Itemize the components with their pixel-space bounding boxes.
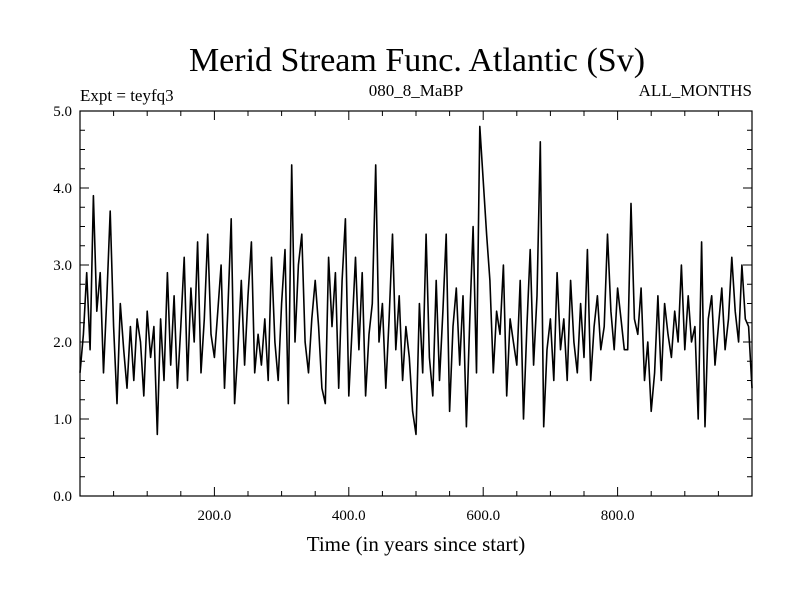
y-tick-label: 0.0: [53, 489, 72, 505]
y-tick-label: 5.0: [53, 104, 72, 120]
x-axis: 200.0 400.0 600.0 800.0: [113, 111, 719, 524]
series-line: [79, 125, 753, 436]
x-tick-label: 600.0: [466, 508, 500, 524]
period-label: 080_8_MaBP: [369, 81, 463, 100]
months-label: ALL_MONTHS: [639, 81, 752, 100]
x-tick-label: 800.0: [601, 508, 635, 524]
y-tick-label: 4.0: [53, 181, 72, 197]
plot-frame: [79, 110, 753, 497]
x-axis-label: Time (in years since start): [307, 532, 526, 556]
x-tick-label: 400.0: [332, 508, 366, 524]
y-tick-label: 3.0: [53, 258, 72, 274]
experiment-label: Expt = teyfq3: [80, 86, 174, 105]
y-axis: 0.0 1.0 2.0 3.0 4.0 5.0: [53, 104, 752, 505]
y-tick-label: 1.0: [53, 412, 72, 428]
chart-title: Merid Stream Func. Atlantic (Sv): [189, 42, 645, 79]
x-tick-label: 200.0: [198, 508, 232, 524]
y-tick-label: 2.0: [53, 335, 72, 351]
